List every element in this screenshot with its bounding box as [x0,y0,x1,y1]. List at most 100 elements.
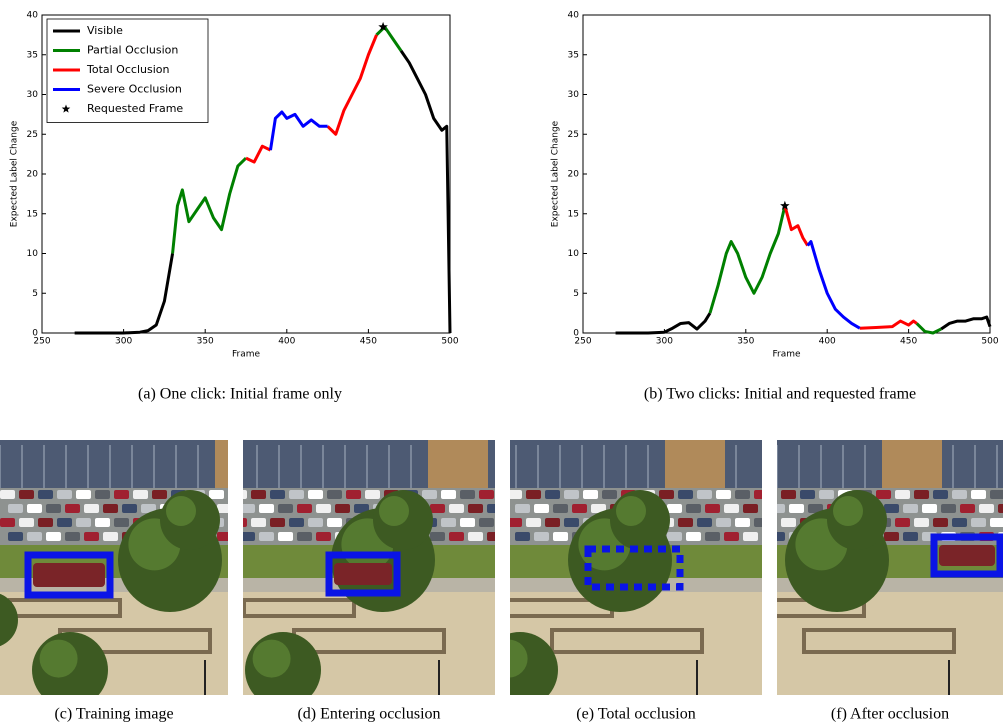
plot-frame [583,15,990,333]
car [716,490,731,499]
car [572,504,587,513]
tree-highlight [833,496,863,526]
car [762,490,777,499]
car [770,532,785,541]
car [365,490,380,499]
car [884,532,899,541]
x-tick-label: 400 [819,337,836,347]
car [564,490,579,499]
car [583,490,598,499]
car [76,518,91,527]
car [781,518,796,527]
car [507,518,522,527]
car [57,518,72,527]
car [251,490,266,499]
car [289,490,304,499]
tree-highlight [253,640,291,678]
car [960,504,975,513]
car [308,490,323,499]
car [526,518,541,527]
y-axis-label: Expected Label Change [551,120,561,227]
y-tick-label: 15 [27,209,38,219]
car [998,504,1003,513]
car [297,504,312,513]
car [526,490,541,499]
car [762,518,777,527]
car [278,532,293,541]
y-tick-label: 40 [568,11,580,21]
car [0,518,15,527]
y-tick-label: 25 [27,130,38,140]
car [228,490,243,499]
car [0,490,15,499]
car [114,490,129,499]
photo-caption: (e) Total occlusion [576,706,695,723]
tree-highlight [40,640,78,678]
car [460,490,475,499]
car [743,532,758,541]
car [133,490,148,499]
car [8,532,23,541]
car [84,504,99,513]
car [19,518,34,527]
car [678,518,693,527]
y-tick-label: 25 [568,130,579,140]
x-tick-label: 500 [981,337,998,347]
car [228,518,243,527]
car [38,490,53,499]
car [564,518,579,527]
car [903,532,918,541]
car [57,490,72,499]
car [27,504,42,513]
car [990,518,1003,527]
x-tick-label: 500 [441,337,458,347]
car [724,532,739,541]
car [895,490,910,499]
car [38,518,53,527]
car [327,518,342,527]
car [659,490,674,499]
car [667,504,682,513]
y-tick-label: 0 [573,329,579,339]
car [553,532,568,541]
pavement [777,592,1003,695]
car [46,504,61,513]
car [430,532,445,541]
car [209,490,224,499]
car [65,532,80,541]
car [545,518,560,527]
car [449,532,464,541]
car [346,490,361,499]
series-line [808,242,860,329]
photo [0,440,275,708]
car [479,490,494,499]
car [534,532,549,541]
car [534,504,549,513]
car [468,532,483,541]
car [697,518,712,527]
y-tick-label: 35 [568,50,579,60]
car [335,504,350,513]
chart-caption: (b) Two clicks: Initial and requested fr… [644,386,916,403]
car [941,504,956,513]
car [933,490,948,499]
series-line [710,206,941,333]
car [933,518,948,527]
car [449,504,464,513]
y-tick-label: 30 [568,90,580,100]
car [990,490,1003,499]
car [441,490,456,499]
car [278,504,293,513]
car [952,518,967,527]
car [297,532,312,541]
car [819,490,834,499]
y-tick-label: 40 [27,11,39,21]
car [914,490,929,499]
car [487,532,502,541]
car [724,504,739,513]
y-tick-label: 10 [27,249,39,259]
car [27,532,42,541]
car-target [939,545,995,566]
car [232,490,247,499]
car [754,518,769,527]
